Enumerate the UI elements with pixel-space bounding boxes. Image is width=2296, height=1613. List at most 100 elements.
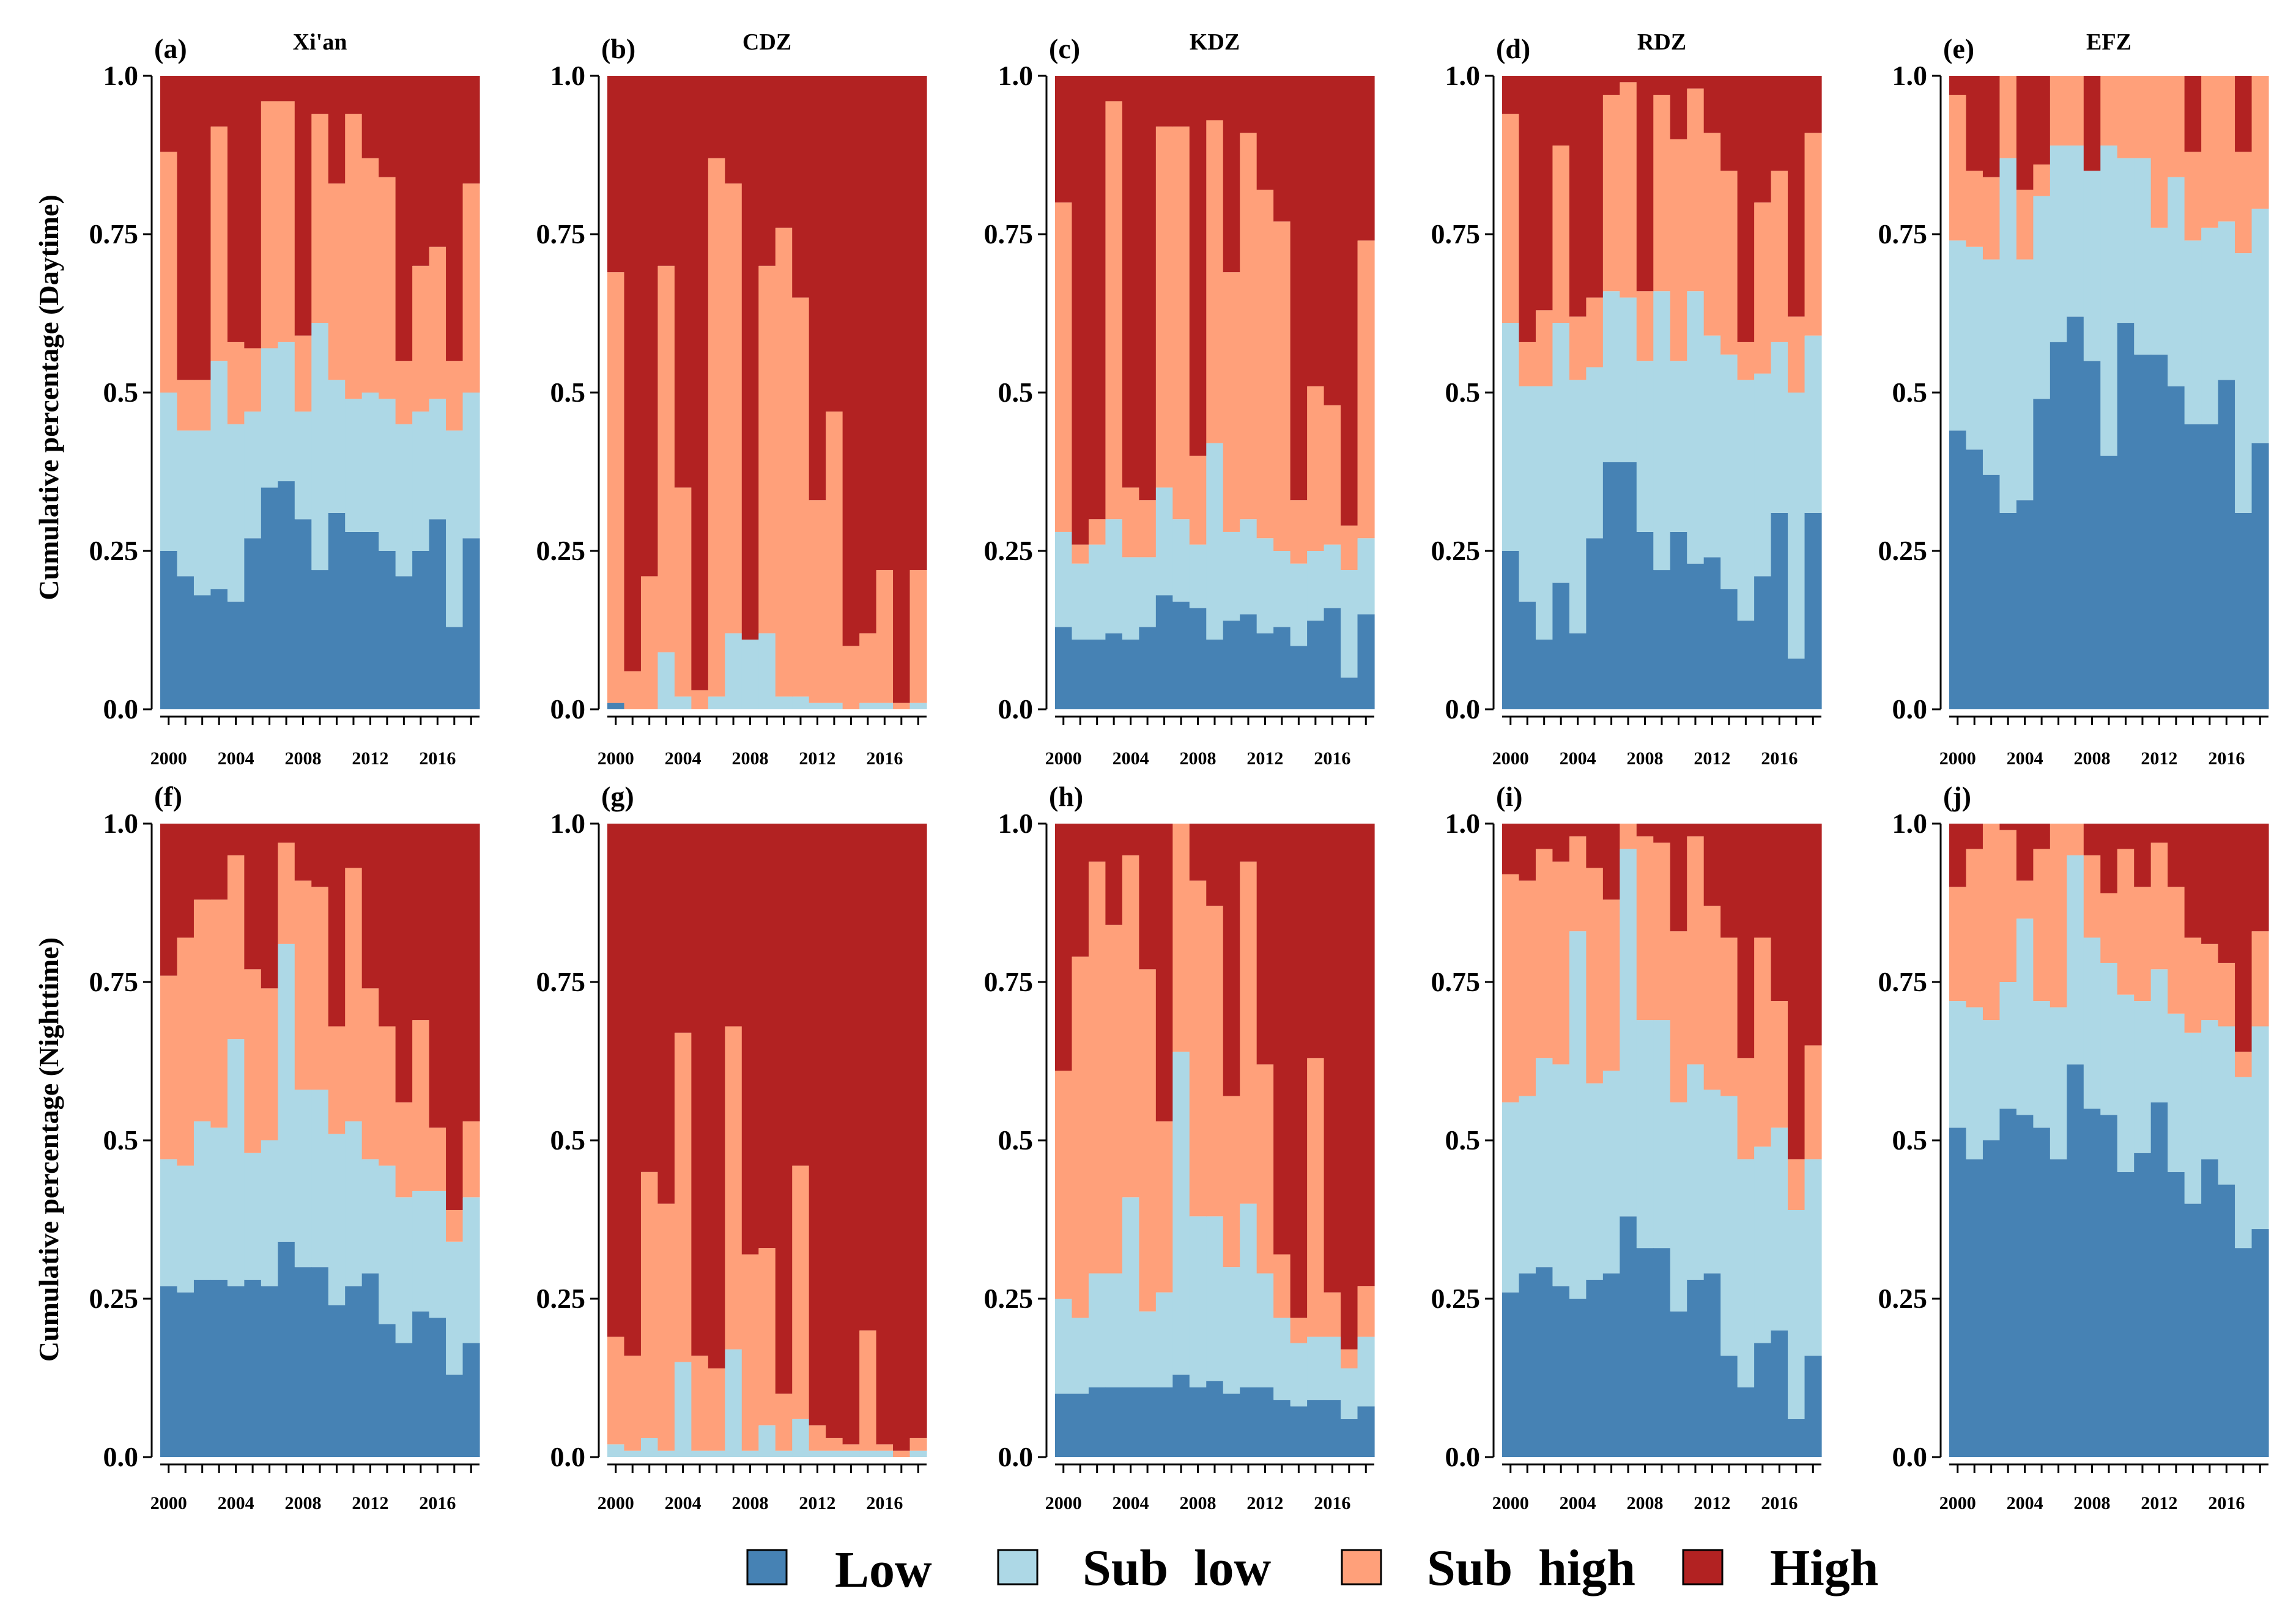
bar-low-2012 <box>2150 354 2168 709</box>
bar-low-2011 <box>2134 354 2152 709</box>
bar-low-2002 <box>193 595 212 709</box>
bar-high-2000 <box>607 824 625 1337</box>
bar-low-2018 <box>1357 1406 1375 1457</box>
bar-sub-high-2010 <box>2117 76 2135 158</box>
bar-high-2011 <box>1687 824 1705 836</box>
bar-low-2013 <box>1720 589 1738 709</box>
bar-high-2008 <box>294 824 312 881</box>
bar-sub-high-2008 <box>294 335 312 412</box>
bar-sub-high-2017 <box>2235 152 2253 254</box>
bar-sub-low-2000 <box>1949 1001 1967 1128</box>
bar-sub-low-2009 <box>1653 1020 1671 1249</box>
bar-sub-high-2012 <box>361 158 379 393</box>
bar-sub-low-2009 <box>2100 962 2118 1115</box>
bar-sub-high-2016 <box>876 570 894 703</box>
bar-low-2012 <box>1256 1387 1274 1457</box>
bar-high-2012 <box>1256 824 1274 1065</box>
bar-low-2011 <box>1240 614 1257 709</box>
bar-high-2005 <box>1139 76 1157 501</box>
bar-sub-high-2000 <box>1055 1071 1073 1299</box>
bar-sub-low-2017 <box>446 1241 464 1375</box>
bar-sub-high-2013 <box>1720 171 1738 355</box>
bar-sub-low-2010 <box>775 1450 793 1457</box>
bar-sub-low-2010 <box>775 696 793 709</box>
bar-high-2006 <box>1602 76 1620 95</box>
bar-high-2001 <box>1966 76 1983 171</box>
bar-low-2005 <box>2033 399 2051 709</box>
x-tick-label: 2012 <box>1246 1493 1283 1513</box>
bar-sub-high-2010 <box>1223 272 1240 532</box>
x-tick-label: 2012 <box>2141 1493 2177 1513</box>
bar-sub-low-2003 <box>210 1128 228 1280</box>
x-tick-label: 2008 <box>1180 748 1217 769</box>
bar-sub-high-2002 <box>1088 519 1106 545</box>
bar-sub-high-2000 <box>607 272 625 703</box>
y-tick-label: 0.25 <box>1878 535 1928 566</box>
bar-high-2010 <box>2117 824 2135 849</box>
y-tick-label: 0.5 <box>550 1124 586 1156</box>
bar-sub-high-2004 <box>674 487 692 697</box>
bar-high-2009 <box>758 824 776 1249</box>
bar-sub-high-2004 <box>227 855 245 1039</box>
bar-sub-high-2011 <box>792 297 810 697</box>
bar-sub-low-2017 <box>446 430 464 627</box>
bar-low-2004 <box>1569 633 1587 709</box>
x-tick-label: 2016 <box>419 1493 456 1513</box>
bar-sub-low-2012 <box>361 1159 379 1274</box>
bar-high-2016 <box>429 76 446 247</box>
bar-sub-low-2002 <box>1535 1058 1554 1268</box>
bar-sub-low-2015 <box>1307 551 1325 621</box>
bar-high-2004 <box>227 76 245 342</box>
bar-high-2003 <box>1552 824 1570 862</box>
bar-sub-low-2002 <box>193 1121 212 1280</box>
bar-sub-high-2013 <box>379 177 396 399</box>
bar-sub-low-2016 <box>429 1190 446 1318</box>
bar-sub-high-2003 <box>1105 925 1123 1274</box>
bar-sub-low-2001 <box>1966 246 1983 450</box>
y-tick-label: 0.0 <box>1892 1441 1928 1472</box>
bar-sub-low-2010 <box>1670 1102 1687 1312</box>
bar-sub-low-2015 <box>412 412 430 551</box>
bar-sub-high-2002 <box>1982 824 2001 1021</box>
bar-high-2000 <box>1949 76 1967 95</box>
bar-high-2012 <box>361 76 379 158</box>
x-tick-label: 2008 <box>2074 1493 2111 1513</box>
bar-sub-high-2002 <box>1535 849 1554 1058</box>
x-tick-label: 2012 <box>799 1493 835 1513</box>
bar-low-2014 <box>1737 620 1755 709</box>
bar-sub-low-2014 <box>1737 1159 1755 1388</box>
bar-sub-low-2002 <box>640 1438 659 1457</box>
bar-high-2001 <box>1072 824 1089 957</box>
bar-sub-high-2004 <box>1569 836 1587 932</box>
y-tick-label: 0.0 <box>550 1441 586 1472</box>
x-tick-label: 2016 <box>419 748 456 769</box>
bar-low-2018 <box>2251 443 2269 709</box>
bar-low-2000 <box>1502 551 1520 709</box>
x-tick-label: 2000 <box>150 748 187 769</box>
bar-low-2012 <box>2150 1102 2168 1457</box>
bar-high-2006 <box>261 76 278 102</box>
bar-sub-high-2002 <box>1535 310 1554 386</box>
bar-high-2009 <box>1206 824 1224 906</box>
bar-sub-low-2016 <box>1324 1337 1341 1400</box>
bar-sub-low-2006 <box>2050 145 2067 342</box>
bar-sub-low-2012 <box>1256 538 1274 633</box>
bar-high-2011 <box>345 76 363 114</box>
bar-sub-low-2016 <box>876 703 894 709</box>
bar-low-2009 <box>2100 1115 2118 1457</box>
bar-sub-low-2004 <box>674 696 692 709</box>
bar-high-2017 <box>2235 76 2253 152</box>
bar-sub-high-2009 <box>1653 843 1671 1021</box>
bar-sub-high-2008 <box>1189 880 1207 1217</box>
bar-high-2010 <box>1223 76 1240 273</box>
bar-low-2012 <box>361 1273 379 1457</box>
y-tick-label: 1.0 <box>1892 808 1928 839</box>
bar-sub-low-2007 <box>278 342 295 482</box>
bar-sub-low-2009 <box>2100 145 2118 456</box>
bar-high-2007 <box>1172 76 1190 127</box>
bar-high-2004 <box>1122 76 1139 488</box>
bar-sub-low-2004 <box>1122 557 1139 640</box>
panels: 0.0 0.25 0.5 0.75 1.0 2000 2004 2008 2012 2016 (a)… <box>89 29 2269 1513</box>
y-tick-label: 0.25 <box>536 535 586 566</box>
bar-high-2000 <box>1055 76 1073 203</box>
